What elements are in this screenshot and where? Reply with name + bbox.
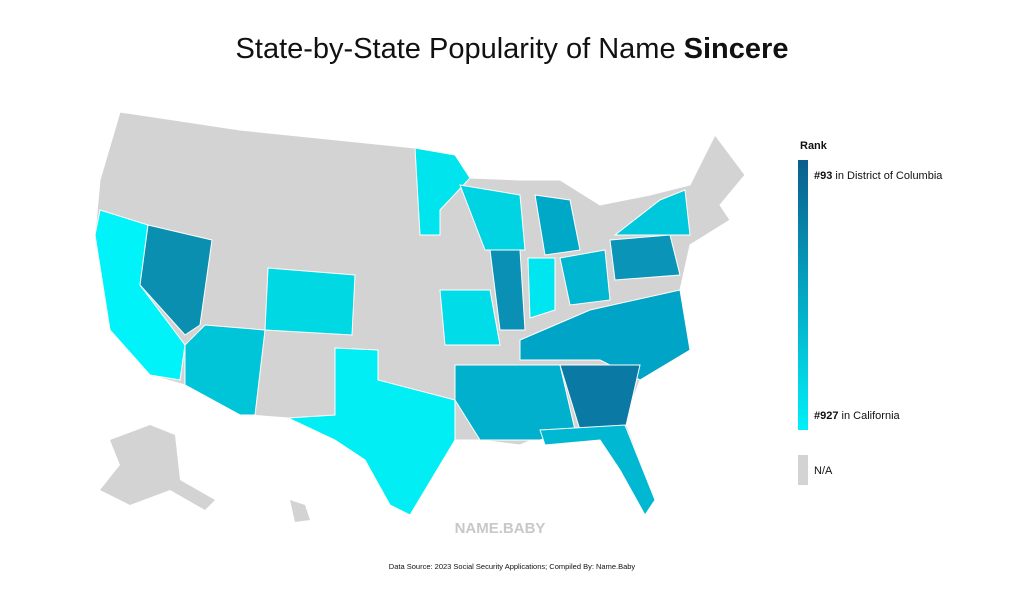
title-text: State-by-State Popularity of Name: [236, 33, 684, 65]
legend-top-rank: #93: [814, 170, 832, 182]
state: [184, 324, 266, 416]
state: [559, 249, 611, 306]
state: [534, 194, 581, 256]
footer: Data Source: 2023 Social Security Applic…: [389, 562, 636, 571]
map: [94, 111, 746, 522]
state: [287, 347, 456, 516]
legend-title: Rank: [800, 140, 828, 152]
legend-top-place: in District of Columbia: [835, 170, 943, 182]
state: [414, 147, 471, 236]
alaska: [100, 425, 215, 510]
legend-bottom-place: in California: [842, 410, 901, 422]
watermark: NAME.BABY: [455, 520, 546, 537]
title: State-by-State Popularity of Name Sincer…: [236, 33, 789, 65]
legend-top: #93 in District of Columbia: [814, 170, 943, 182]
state: [139, 224, 213, 336]
state: [264, 267, 356, 336]
state: [613, 189, 691, 236]
state: [439, 289, 501, 346]
state: [539, 424, 656, 516]
state: [489, 249, 526, 331]
state: [527, 257, 556, 319]
title-name: Sincere: [684, 33, 789, 65]
legend-bottom: #927 in California: [814, 410, 901, 422]
legend-na: N/A: [814, 465, 833, 477]
legend-bottom-rank: #927: [814, 410, 838, 422]
state: [609, 234, 681, 281]
legend-gradient: [798, 160, 808, 430]
legend-na-swatch: [798, 455, 808, 485]
hawaii: [290, 500, 310, 522]
state: [459, 184, 526, 251]
